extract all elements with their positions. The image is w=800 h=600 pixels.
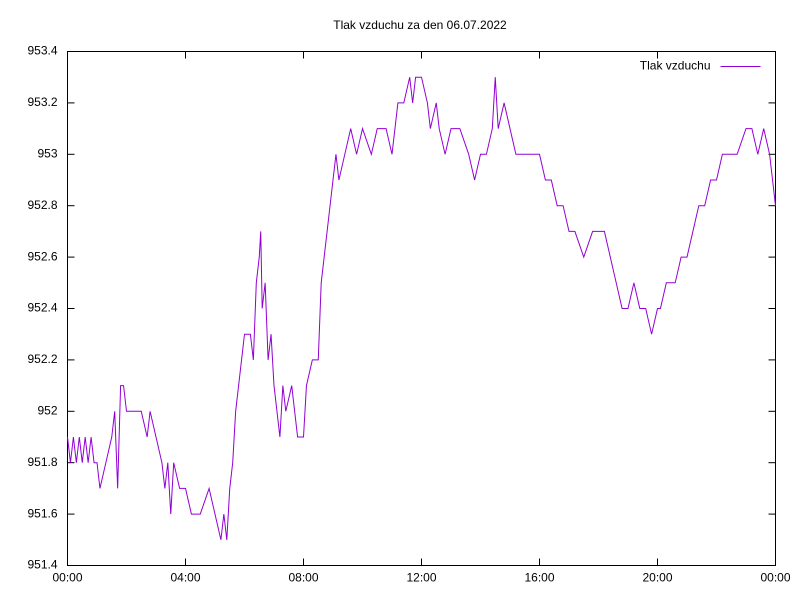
x-tick-label: 20:00	[642, 571, 672, 585]
y-tick-label: 951.8	[27, 455, 57, 469]
x-tick-label: 12:00	[406, 571, 436, 585]
y-tick-label: 953.4	[27, 44, 57, 58]
data-line	[67, 76, 776, 540]
y-tick-label: 951.4	[27, 558, 57, 572]
y-tick-label: 951.6	[27, 506, 57, 520]
x-tick-label: 04:00	[170, 571, 200, 585]
x-tick-label: 00:00	[52, 571, 82, 585]
y-tick-label: 952.2	[27, 352, 57, 366]
y-tick-label: 952.6	[27, 249, 57, 263]
y-tick-label: 952.8	[27, 198, 57, 212]
plot-frame	[67, 51, 776, 566]
x-tick-label: 00:00	[760, 571, 790, 585]
y-tick-label: 952	[37, 403, 57, 417]
legend-label: Tlak vzduchu	[640, 59, 711, 73]
y-tick-label: 953	[37, 146, 57, 160]
x-tick-label: 08:00	[288, 571, 318, 585]
y-tick-label: 953.2	[27, 95, 57, 109]
chart-title: Tlak vzduchu za den 06.07.2022	[333, 18, 507, 32]
y-tick-label: 952.4	[27, 301, 57, 315]
x-tick-label: 16:00	[524, 571, 554, 585]
